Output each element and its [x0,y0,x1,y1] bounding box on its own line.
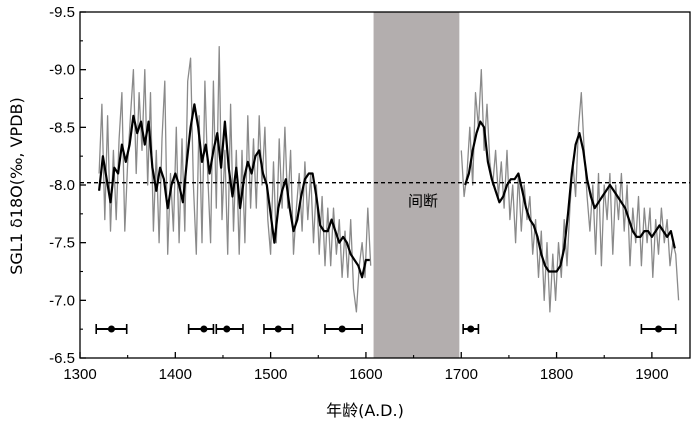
age-point-1 [107,325,115,333]
x-tick-label-1800: 1800 [540,366,573,383]
y-tick-label--8.5: -8.5 [49,119,75,136]
y-tick-label--7.5: -7.5 [49,235,75,252]
age-point-5 [338,325,346,333]
raw-series-layer [98,45,680,313]
axes-layer: 1300 1400 1500 1600 1700 1800 1900 -9.5 -9.0 -8.5… [49,4,691,383]
y-tick-label--9.5: -9.5 [49,4,75,21]
age-point-7 [655,325,663,333]
x-tick-label-1900: 1900 [635,366,668,383]
raw-series-line-2 [460,69,680,313]
age-point-6 [467,325,475,333]
x-tick-label-1400: 1400 [159,366,192,383]
x-tick-label-1700: 1700 [445,366,478,383]
age-point-2 [200,325,208,333]
x-tick-label-1600: 1600 [349,366,382,383]
age-points-layer [95,324,677,334]
age-point-3 [223,325,231,333]
hiatus-layer [373,12,460,358]
x-axis-title: 年龄(A.D.) [326,401,404,420]
y-tick-label--6.5: -6.5 [49,350,75,367]
x-tick-label-1500: 1500 [254,366,287,383]
hiatus-label: 间断 [408,192,438,210]
y-axis-title: SGL1 δ18O(‰, VPDB) [7,97,26,275]
hiatus-band [373,12,460,358]
y-tick-label--8: -8.0 [49,177,75,194]
smoothed-series-line-2 [464,120,676,273]
x-tick-label-1300: 1300 [63,366,96,383]
y-tick-label--9: -9.0 [49,62,75,79]
age-point-4 [274,325,282,333]
raw-series-line-1 [98,45,372,313]
y-tick-label--7: -7.0 [49,292,75,309]
